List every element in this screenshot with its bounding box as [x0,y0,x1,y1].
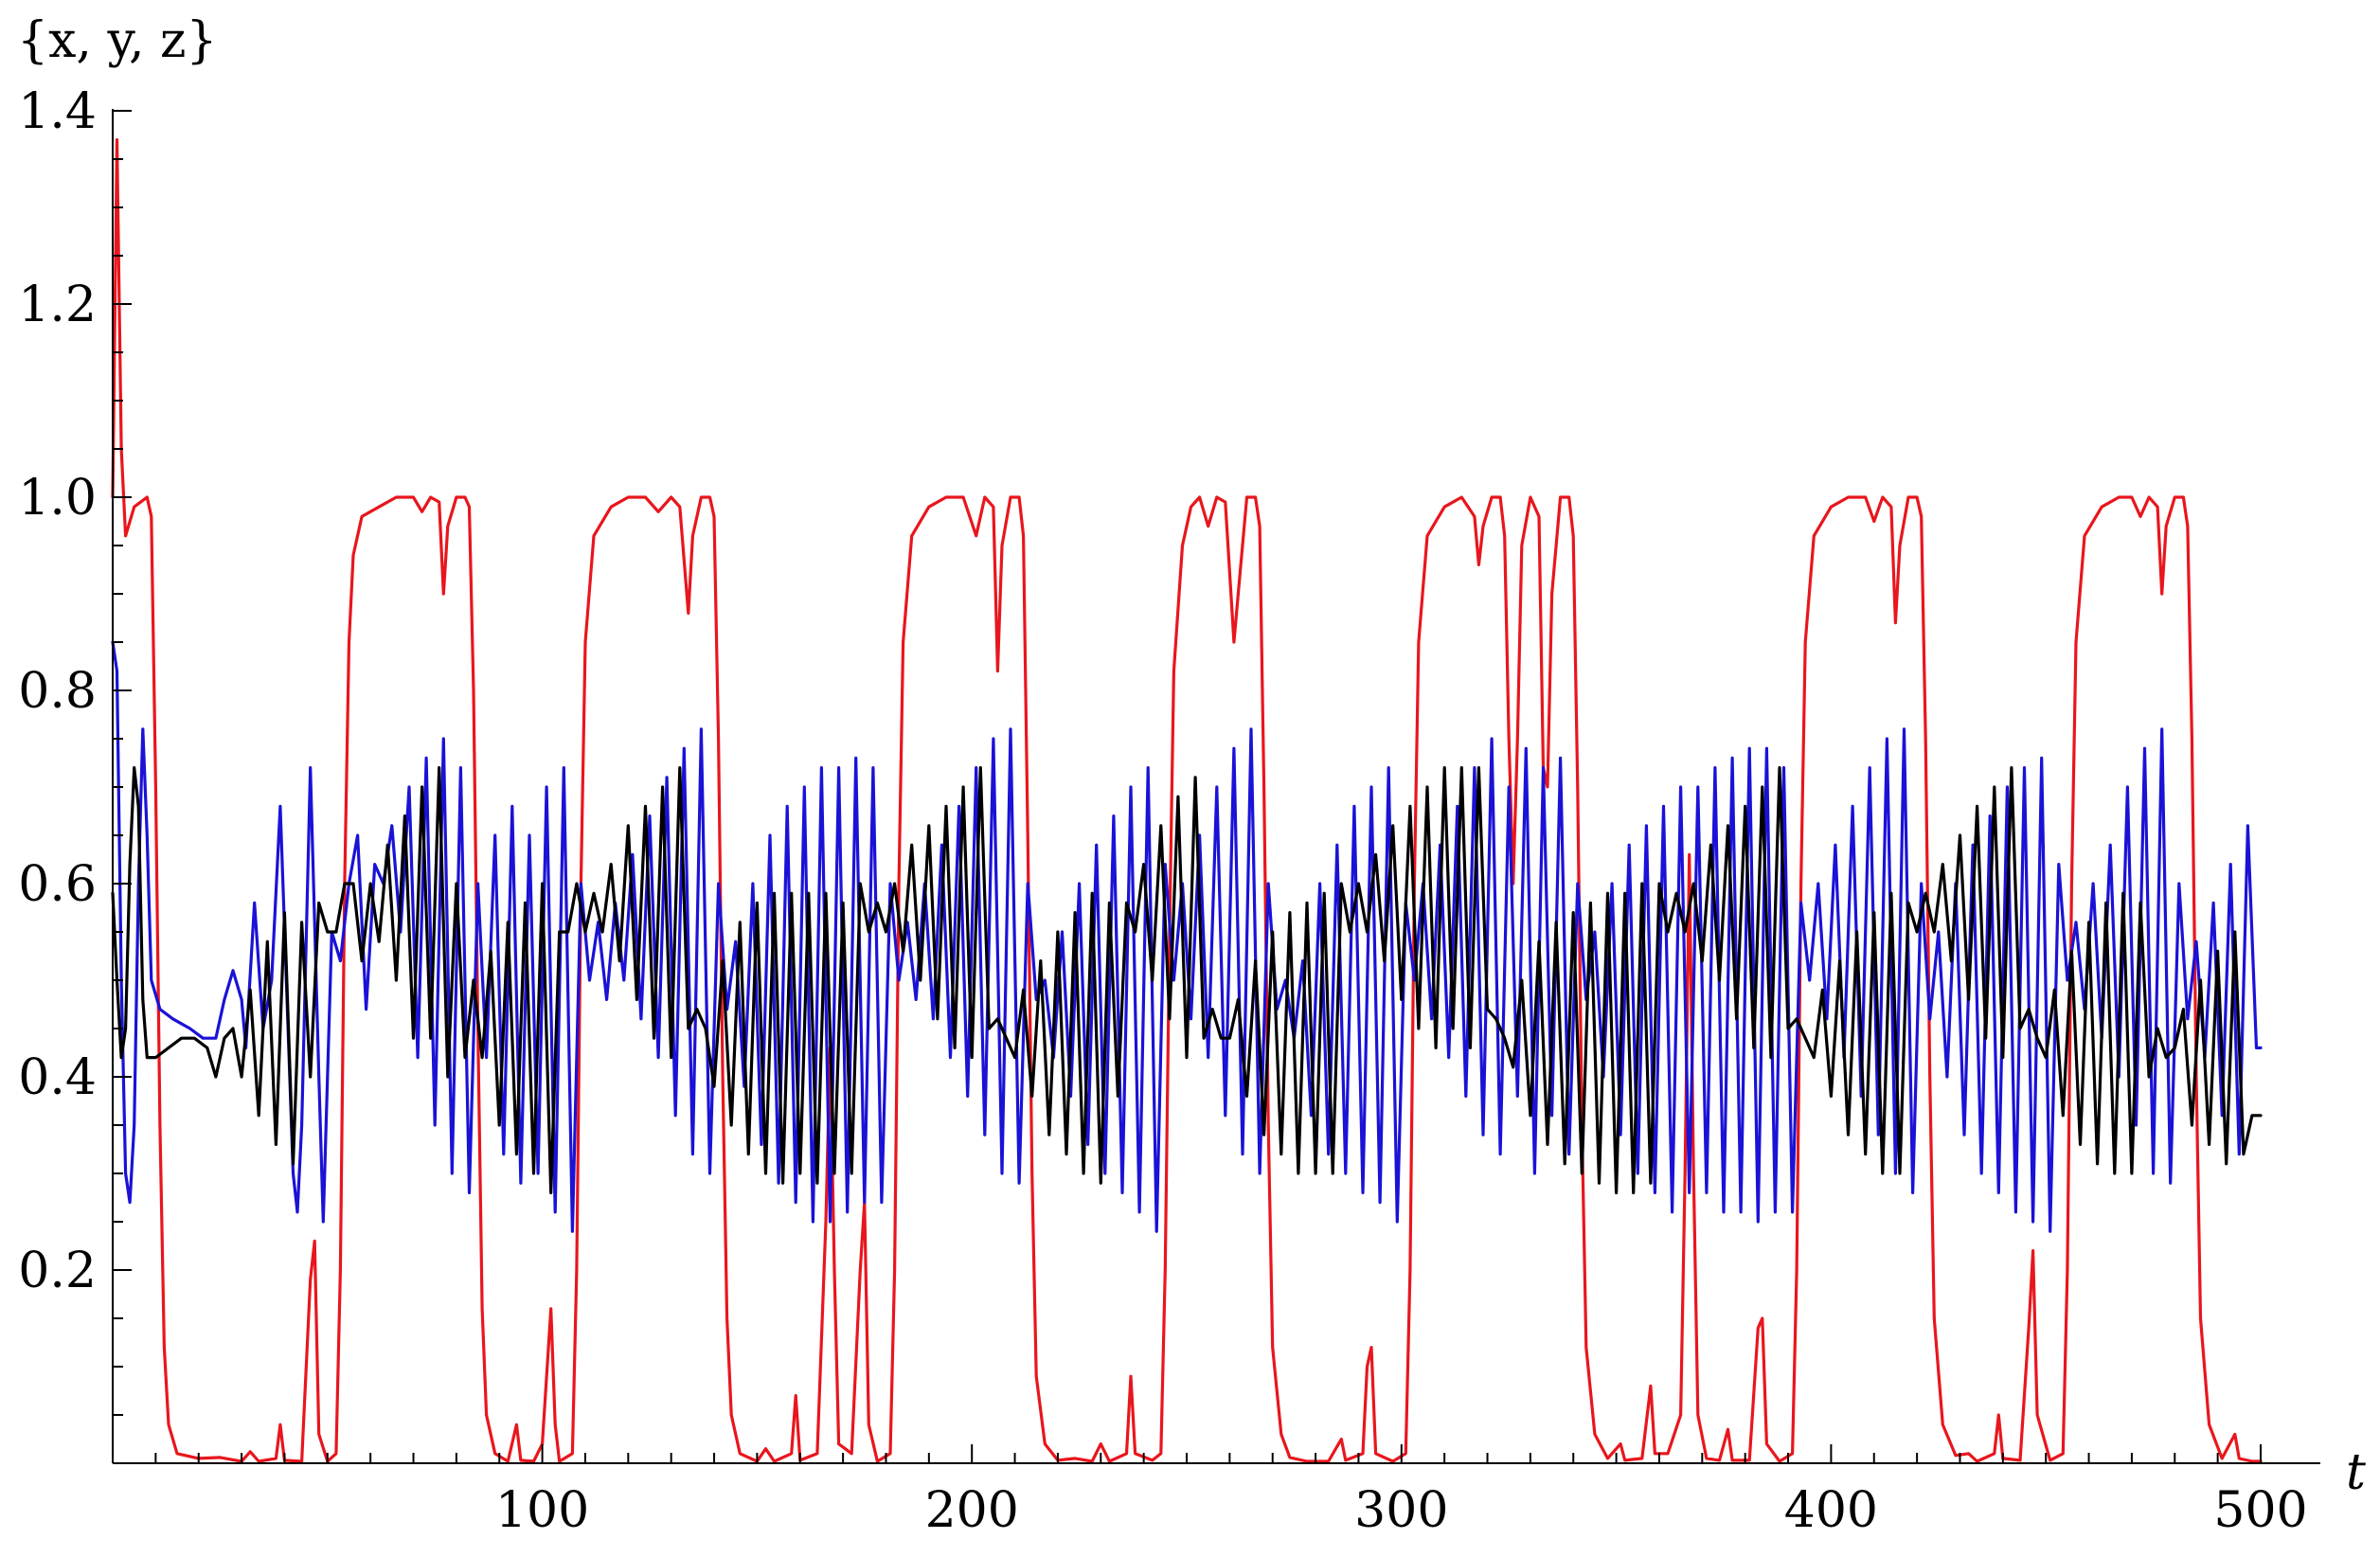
x-axis-label: t [2346,1444,2366,1501]
y-tick-label-0.6: 0.6 [18,856,97,913]
y-tick-label-1.2: 1.2 [18,277,97,333]
y-tick-label-1.4: 1.4 [18,83,97,140]
y-tick-label-0.4: 0.4 [18,1049,97,1106]
tick-labels: 100 200 300 400 500 0.2 0.4 0.6 0.8 1.0 1.2 1.4 [18,83,2307,1539]
ticks [113,110,2262,1463]
y-tick-label-0.2: 0.2 [18,1243,97,1299]
x-tick-label-500: 500 [2213,1482,2307,1539]
series-line-1 [111,138,2263,1463]
y-axis-label: {x, y, z} [17,12,217,69]
plot-series [111,138,2263,1463]
y-tick-label-0.8: 0.8 [18,663,97,720]
x-tick-label-400: 400 [1784,1482,1878,1539]
y-tick-label-1.0: 1.0 [18,470,97,527]
x-tick-label-200: 200 [925,1482,1019,1539]
series-line-2 [111,640,2263,1233]
x-tick-label-300: 300 [1354,1482,1448,1539]
series-line-3 [111,766,2263,1194]
x-tick-label-100: 100 [495,1482,589,1539]
